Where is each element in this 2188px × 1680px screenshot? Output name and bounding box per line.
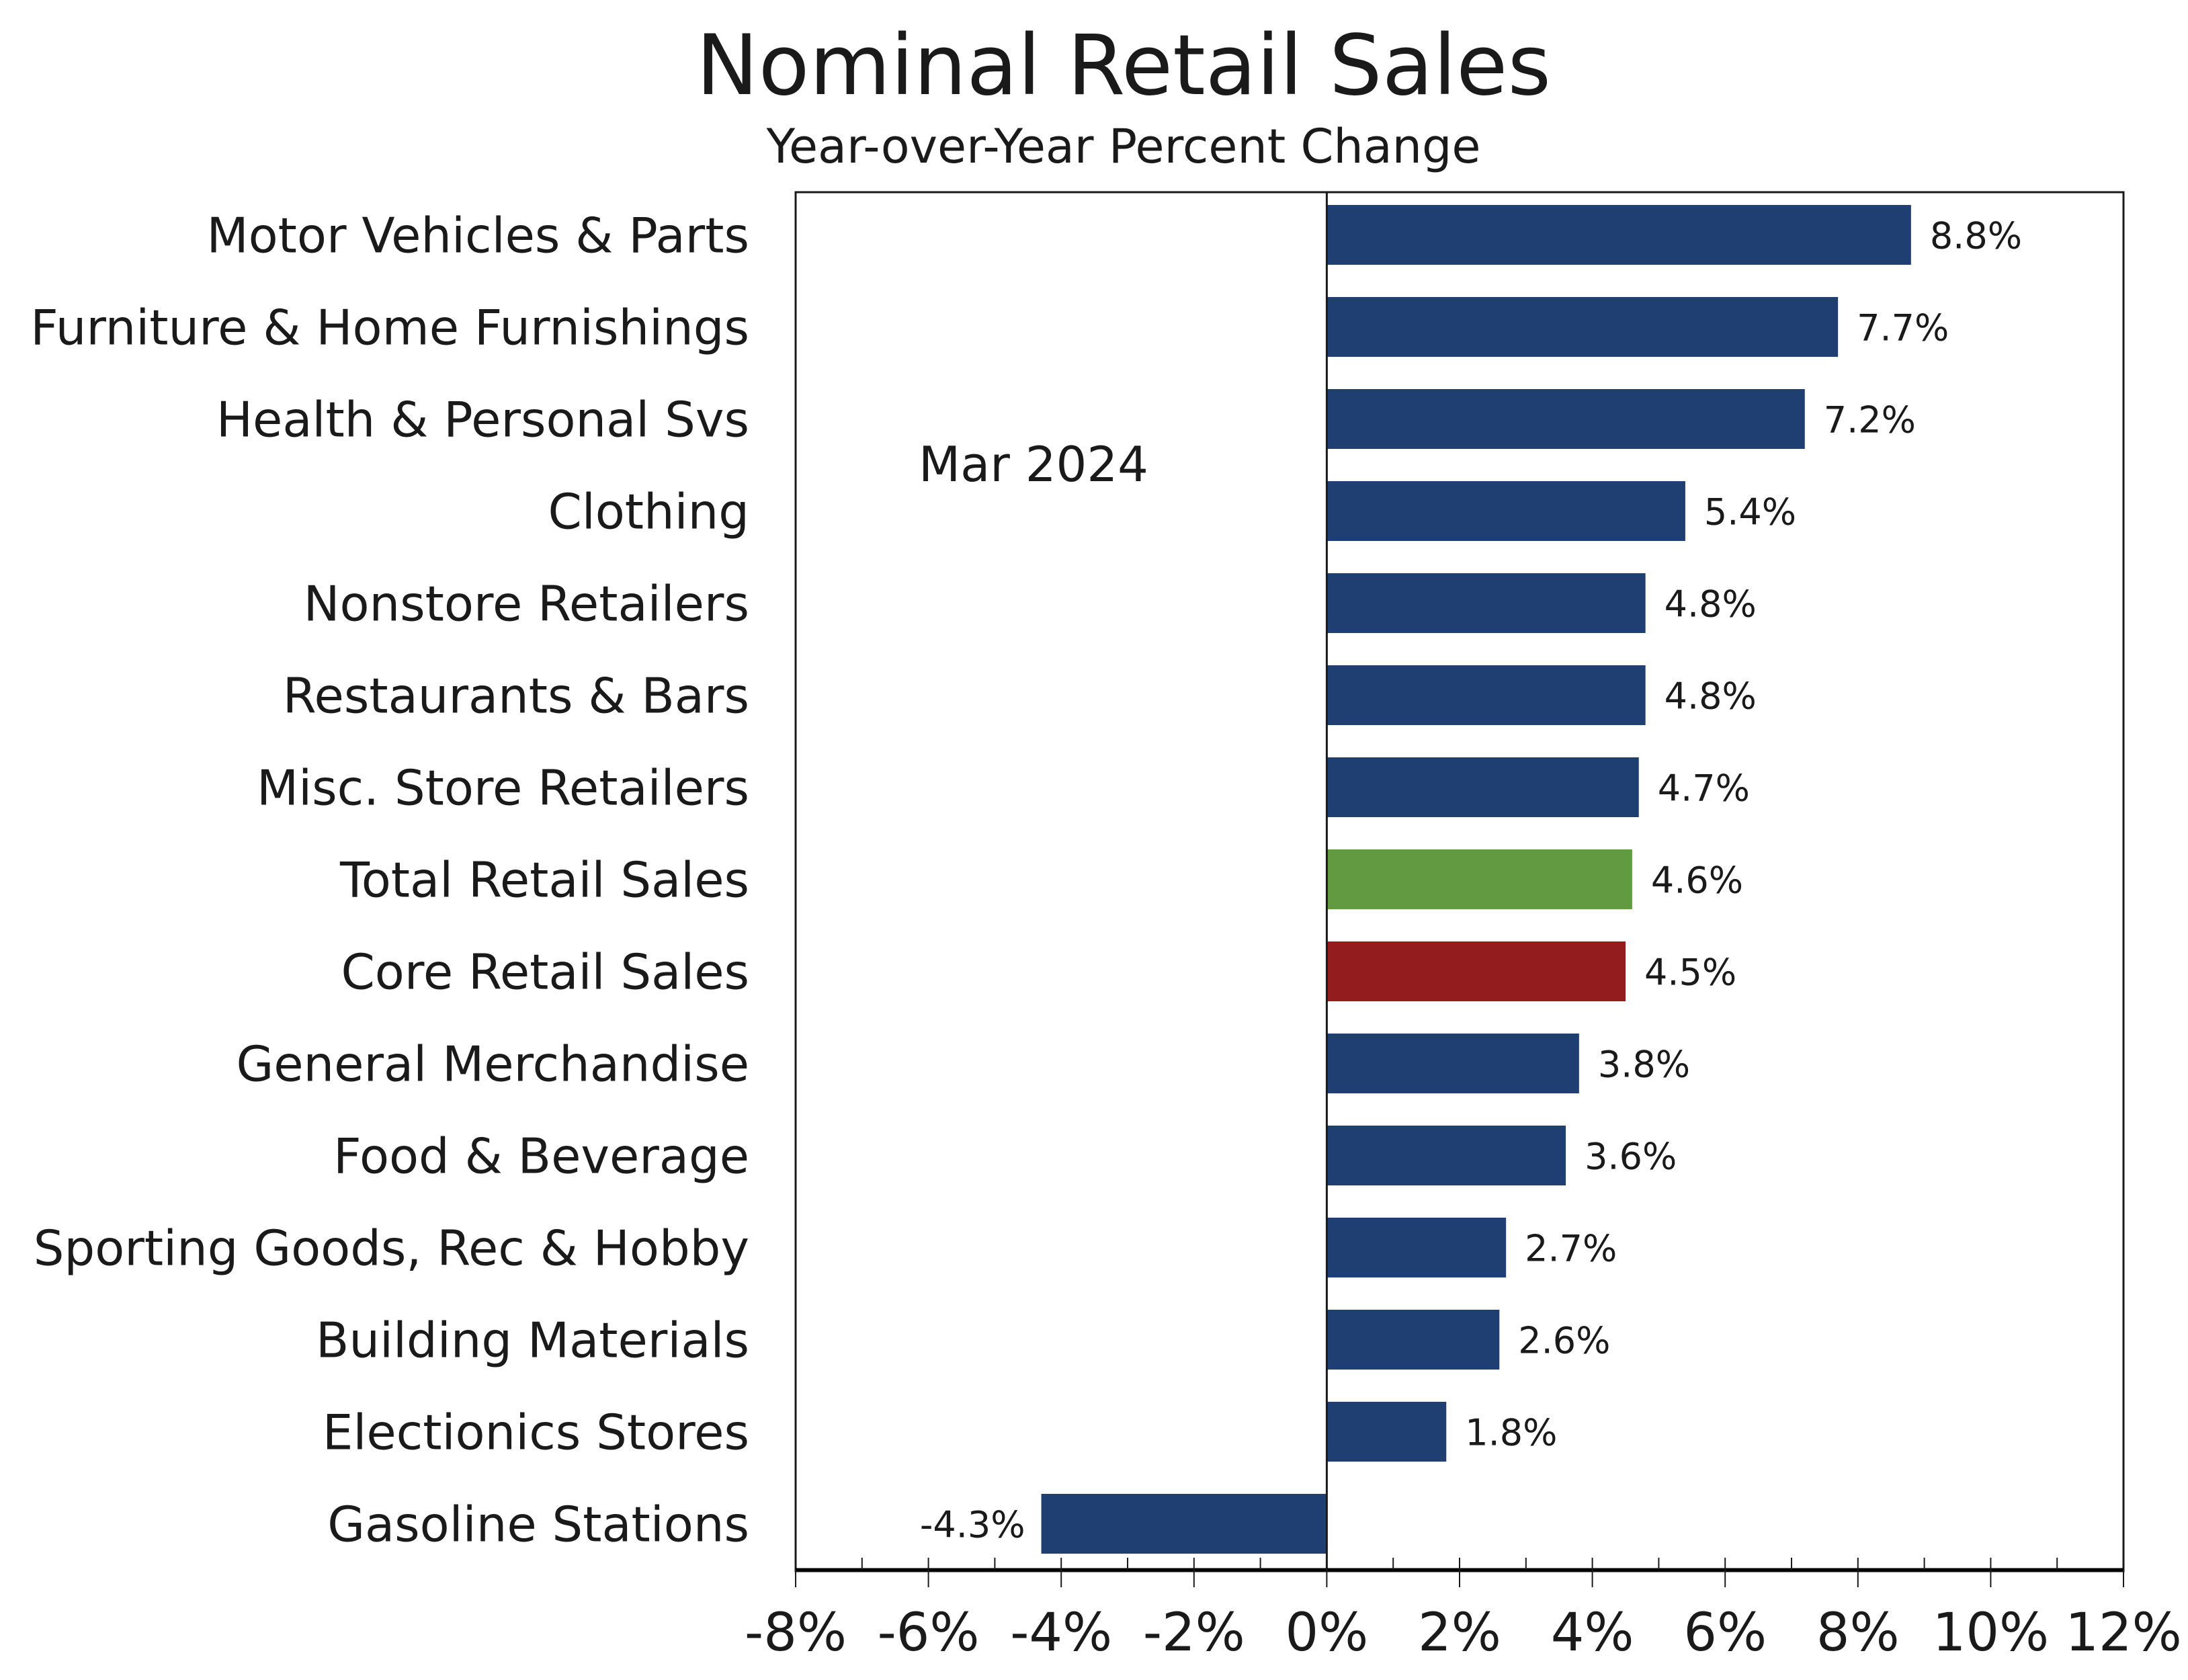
category-label: Health & Personal Svs: [216, 392, 749, 448]
data-label: -4.3%: [920, 1504, 1025, 1546]
x-tick-label: -8%: [745, 1603, 847, 1663]
data-label: 5.4%: [1704, 491, 1796, 534]
x-tick-label: 8%: [1816, 1603, 1900, 1663]
category-label: Clothing: [548, 484, 749, 540]
chart-subtitle: Year-over-Year Percent Change: [766, 119, 1481, 174]
bar-5: [1327, 665, 1646, 725]
bar-14: [1041, 1494, 1327, 1554]
data-label: 3.6%: [1585, 1136, 1677, 1178]
bar-12: [1327, 1310, 1500, 1370]
bar-6: [1327, 757, 1639, 817]
bar-8: [1327, 941, 1626, 1001]
data-label: 8.8%: [1930, 215, 2022, 257]
bar-4: [1327, 573, 1646, 633]
chart-title: Nominal Retail Sales: [696, 17, 1551, 114]
category-label: Restaurants & Bars: [283, 668, 749, 724]
category-label: General Merchandise: [236, 1036, 749, 1093]
x-tick-label: 4%: [1551, 1603, 1634, 1663]
category-label: Food & Beverage: [333, 1128, 749, 1185]
bar-0: [1327, 205, 1911, 265]
category-label: Building Materials: [316, 1312, 749, 1369]
category-label: Misc. Store Retailers: [257, 760, 749, 816]
data-label: 4.6%: [1651, 859, 1743, 902]
data-label: 4.7%: [1658, 767, 1750, 810]
category-label: Gasoline Stations: [327, 1497, 749, 1553]
data-label: 2.7%: [1525, 1228, 1617, 1270]
category-label: Sporting Goods, Rec & Hobby: [34, 1220, 749, 1277]
bar-9: [1327, 1034, 1579, 1093]
bar-10: [1327, 1126, 1566, 1185]
bar-11: [1327, 1218, 1507, 1277]
category-label: Core Retail Sales: [341, 944, 750, 1001]
category-label: Furniture & Home Furnishings: [30, 300, 749, 356]
category-label: Motor Vehicles & Parts: [206, 208, 749, 264]
data-label: 1.8%: [1465, 1412, 1557, 1454]
bar-2: [1327, 389, 1805, 449]
x-tick-label: 12%: [2065, 1603, 2181, 1663]
x-tick-label: 0%: [1286, 1603, 1369, 1663]
bar-3: [1327, 481, 1685, 541]
data-label: 2.6%: [1518, 1320, 1610, 1362]
x-tick-label: 6%: [1683, 1603, 1767, 1663]
x-tick-label: 10%: [1933, 1603, 2049, 1663]
x-tick-label: -4%: [1010, 1603, 1112, 1663]
data-label: 4.8%: [1665, 583, 1757, 626]
x-tick-label: 2%: [1418, 1603, 1501, 1663]
data-label: 3.8%: [1598, 1044, 1690, 1086]
bar-13: [1327, 1402, 1447, 1462]
x-tick-label: -2%: [1143, 1603, 1245, 1663]
category-label: Total Retail Sales: [339, 852, 749, 909]
data-label: 7.7%: [1857, 307, 1949, 349]
category-label: Nonstore Retailers: [304, 576, 749, 632]
bar-7: [1327, 849, 1632, 909]
bar-1: [1327, 297, 1839, 357]
x-tick-label: -6%: [878, 1603, 980, 1663]
data-label: 4.8%: [1665, 675, 1757, 718]
date-annotation: Mar 2024: [919, 436, 1148, 493]
data-label: 7.2%: [1824, 399, 1916, 442]
category-label: Electionics Stores: [323, 1404, 749, 1461]
data-label: 4.5%: [1644, 952, 1736, 994]
